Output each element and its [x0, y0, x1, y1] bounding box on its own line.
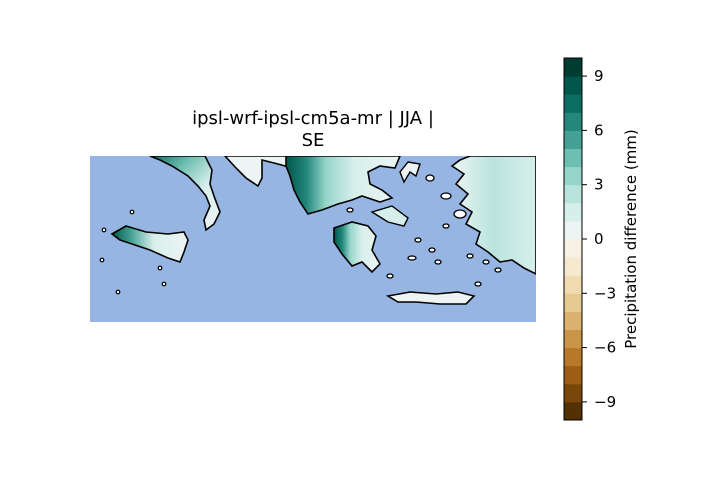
- island: [157, 265, 163, 271]
- colorbar-tick-label: −9: [594, 393, 616, 411]
- colorbar-swatch: [564, 311, 582, 330]
- turkey-landmass: [450, 156, 536, 275]
- island: [466, 253, 474, 259]
- island: [407, 255, 417, 261]
- island: [494, 267, 502, 273]
- island: [161, 281, 167, 287]
- colorbar-swatch: [564, 347, 582, 367]
- map-panel: [90, 156, 536, 322]
- colorbar-swatch: [564, 239, 582, 258]
- island: [386, 273, 394, 279]
- colorbar-tick-label: −3: [594, 284, 616, 302]
- colorbar-swatch: [564, 112, 582, 131]
- island: [442, 223, 450, 229]
- crete: [385, 291, 476, 305]
- island: [425, 174, 435, 182]
- map-title-line-1: ipsl-wrf-ipsl-cm5a-mr | JJA |: [192, 108, 434, 129]
- map-title-line-2: SE: [302, 130, 325, 151]
- island: [101, 227, 107, 233]
- colorbar-swatch: [564, 257, 582, 276]
- colorbar-swatch: [564, 58, 582, 77]
- colorbar-tick-label: 3: [594, 176, 604, 194]
- sicily: [110, 225, 189, 263]
- island: [414, 237, 422, 243]
- colorbar-swatch: [564, 293, 582, 312]
- colorbar-label: Precipitation difference (mm): [622, 129, 640, 349]
- peloponnese: [333, 221, 381, 274]
- colorbar-swatch: [564, 166, 582, 186]
- colorbar-swatch: [564, 130, 582, 149]
- colorbar-swatch: [564, 329, 582, 349]
- colorbar-tick-label: −6: [594, 339, 616, 357]
- island: [428, 247, 436, 253]
- island: [434, 259, 442, 265]
- colorbar-swatch: [564, 148, 582, 168]
- colorbar-swatch: [564, 76, 582, 95]
- colorbar-tick-label: 6: [594, 121, 604, 139]
- colorbar-tick-label: 0: [594, 230, 604, 248]
- greece-mainland: [285, 156, 401, 215]
- colorbar-tick-label: 9: [594, 67, 604, 85]
- colorbar-swatch: [564, 94, 582, 113]
- island: [99, 257, 105, 263]
- colorbar-swatch: [564, 184, 582, 204]
- colorbar-ticks: −9 −6 −3 0 3 6 9: [582, 67, 616, 411]
- island: [440, 192, 452, 200]
- island: [482, 259, 490, 265]
- island: [115, 289, 121, 295]
- island: [453, 209, 467, 219]
- colorbar-swatch: [564, 202, 582, 222]
- colorbar-swatches: [564, 58, 582, 421]
- italy-landmass: [149, 156, 221, 232]
- colorbar-swatch: [564, 383, 582, 403]
- euboea: [370, 205, 409, 227]
- chalkidiki: [399, 161, 421, 184]
- island: [474, 281, 482, 287]
- aegean-islands: [346, 174, 502, 287]
- island: [129, 209, 135, 215]
- colorbar: −9 −6 −3 0 3 6 9 Precipitation difference (mm): [563, 57, 640, 421]
- colorbar-swatch: [564, 220, 582, 240]
- colorbar-swatch: [564, 365, 582, 385]
- island: [346, 207, 354, 213]
- colorbar-swatch: [564, 275, 582, 294]
- small-islands: [99, 209, 167, 295]
- colorbar-swatch: [564, 401, 582, 421]
